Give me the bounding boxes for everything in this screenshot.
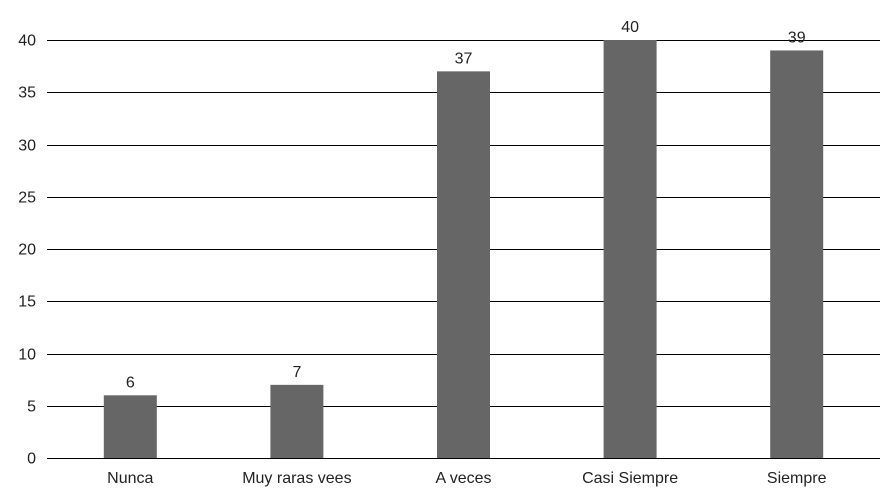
category-label-0: Nunca — [107, 470, 153, 487]
y-tick-label: 5 — [27, 399, 36, 416]
bars — [103, 40, 824, 458]
data-label-2: 37 — [455, 50, 473, 67]
y-tick-label: 35 — [18, 85, 36, 102]
data-label-0: 6 — [126, 374, 135, 391]
y-axis-tick-labels: 0 5 10 15 20 25 30 35 40 — [18, 33, 36, 468]
data-label-4: 39 — [788, 29, 806, 46]
y-tick-label: 40 — [18, 33, 36, 50]
y-tick-label: 0 — [27, 451, 36, 468]
y-tick-label: 30 — [18, 138, 36, 155]
bar-0 — [103, 395, 157, 458]
y-tick-label: 25 — [18, 190, 36, 207]
bar-3 — [603, 40, 657, 458]
data-labels: 6 7 37 40 39 — [126, 19, 806, 391]
bar-1 — [270, 384, 324, 458]
data-label-3: 40 — [621, 19, 639, 36]
y-tick-label: 10 — [18, 347, 36, 364]
y-tick-label: 20 — [18, 242, 36, 259]
bar-4 — [770, 50, 824, 458]
y-tick-label: 15 — [18, 294, 36, 311]
x-axis-category-labels: Nunca Muy raras vees A veces Casi Siempre Si… — [107, 470, 826, 487]
category-label-1: Muy raras vees — [242, 470, 351, 487]
bar-2 — [437, 71, 490, 458]
data-label-1: 7 — [292, 364, 301, 381]
category-label-4: Siempre — [767, 470, 827, 487]
category-label-2: A veces — [435, 470, 491, 487]
category-label-3: Casi Siempre — [582, 470, 678, 487]
